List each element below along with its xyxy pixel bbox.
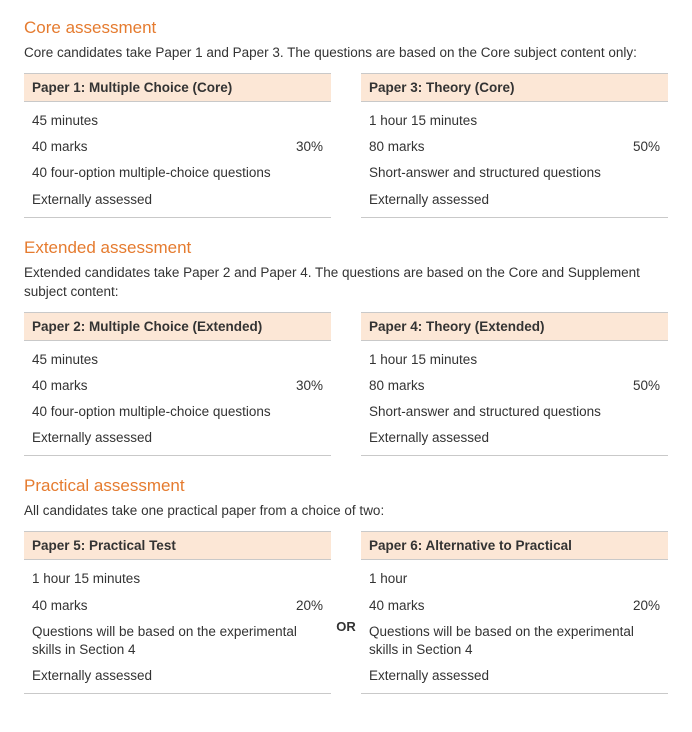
- card-body: 1 hour 15 minutes 80 marks 50% Short-answ…: [361, 341, 668, 452]
- duration: 1 hour 15 minutes: [32, 570, 150, 588]
- card-body: 45 minutes 40 marks 30% 40 four-option mu…: [24, 341, 331, 452]
- cards-row: Paper 2: Multiple Choice (Extended) 45 m…: [24, 312, 668, 457]
- detail: Questions will be based on the experimen…: [32, 623, 323, 659]
- detail: Short-answer and structured questions: [369, 403, 611, 421]
- card-header: Paper 3: Theory (Core): [361, 73, 668, 102]
- assessed: Externally assessed: [369, 429, 499, 447]
- detail: Questions will be based on the experimen…: [369, 623, 660, 659]
- section-title: Core assessment: [24, 18, 668, 38]
- card-body: 1 hour 15 minutes 80 marks 50% Short-answ…: [361, 102, 668, 213]
- percentage: 50%: [633, 138, 660, 156]
- card-header: Paper 6: Alternative to Practical: [361, 531, 668, 560]
- assessed: Externally assessed: [369, 667, 499, 685]
- assessed: Externally assessed: [32, 191, 162, 209]
- percentage: 20%: [296, 597, 323, 615]
- card-gap: OR: [331, 531, 361, 634]
- section-desc: All candidates take one practical paper …: [24, 502, 668, 521]
- duration: 1 hour 15 minutes: [369, 351, 487, 369]
- cards-row: Paper 1: Multiple Choice (Core) 45 minut…: [24, 73, 668, 218]
- duration: 1 hour: [369, 570, 417, 588]
- marks: 40 marks: [32, 377, 98, 395]
- paper-card: Paper 6: Alternative to Practical 1 hour…: [361, 531, 668, 694]
- paper-card: Paper 5: Practical Test 1 hour 15 minute…: [24, 531, 331, 694]
- paper-card: Paper 1: Multiple Choice (Core) 45 minut…: [24, 73, 331, 218]
- cards-row: Paper 5: Practical Test 1 hour 15 minute…: [24, 531, 668, 694]
- marks: 80 marks: [369, 138, 435, 156]
- assessed: Externally assessed: [369, 191, 499, 209]
- card-header: Paper 2: Multiple Choice (Extended): [24, 312, 331, 341]
- or-connector: OR: [336, 531, 356, 634]
- card-header: Paper 5: Practical Test: [24, 531, 331, 560]
- duration: 45 minutes: [32, 112, 108, 130]
- paper-card: Paper 2: Multiple Choice (Extended) 45 m…: [24, 312, 331, 457]
- assessed: Externally assessed: [32, 667, 162, 685]
- marks: 40 marks: [369, 597, 435, 615]
- section-desc: Core candidates take Paper 1 and Paper 3…: [24, 44, 668, 63]
- paper-card: Paper 3: Theory (Core) 1 hour 15 minutes…: [361, 73, 668, 218]
- percentage: 30%: [296, 138, 323, 156]
- duration: 45 minutes: [32, 351, 108, 369]
- detail: Short-answer and structured questions: [369, 164, 611, 182]
- core-assessment-section: Core assessment Core candidates take Pap…: [24, 18, 668, 218]
- assessed: Externally assessed: [32, 429, 162, 447]
- card-header: Paper 1: Multiple Choice (Core): [24, 73, 331, 102]
- card-header: Paper 4: Theory (Extended): [361, 312, 668, 341]
- marks: 40 marks: [32, 138, 98, 156]
- section-desc: Extended candidates take Paper 2 and Pap…: [24, 264, 668, 302]
- card-body: 1 hour 15 minutes 40 marks 20% Questions …: [24, 560, 331, 689]
- percentage: 50%: [633, 377, 660, 395]
- percentage: 30%: [296, 377, 323, 395]
- section-title: Practical assessment: [24, 476, 668, 496]
- extended-assessment-section: Extended assessment Extended candidates …: [24, 238, 668, 457]
- practical-assessment-section: Practical assessment All candidates take…: [24, 476, 668, 694]
- duration: 1 hour 15 minutes: [369, 112, 487, 130]
- card-body: 45 minutes 40 marks 30% 40 four-option mu…: [24, 102, 331, 213]
- paper-card: Paper 4: Theory (Extended) 1 hour 15 min…: [361, 312, 668, 457]
- section-title: Extended assessment: [24, 238, 668, 258]
- percentage: 20%: [633, 597, 660, 615]
- detail: 40 four-option multiple-choice questions: [32, 403, 281, 421]
- card-body: 1 hour 40 marks 20% Questions will be bas…: [361, 560, 668, 689]
- marks: 80 marks: [369, 377, 435, 395]
- detail: 40 four-option multiple-choice questions: [32, 164, 281, 182]
- marks: 40 marks: [32, 597, 98, 615]
